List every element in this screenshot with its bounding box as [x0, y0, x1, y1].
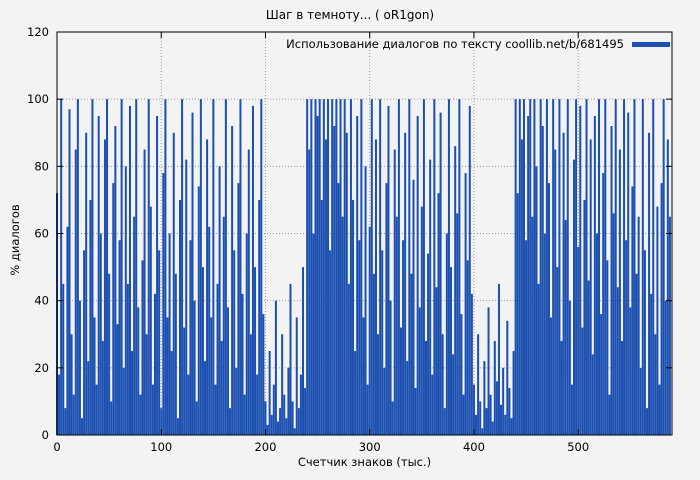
- chart-title: Шаг в темноту... ( oR1gon): [265, 8, 435, 22]
- x-tick-label: 0: [53, 440, 60, 454]
- legend-swatch: [632, 41, 670, 47]
- y-tick-label: 60: [34, 227, 49, 241]
- x-tick-label: 300: [359, 440, 381, 454]
- x-tick-label: 400: [463, 440, 485, 454]
- x-tick-label: 200: [254, 440, 276, 454]
- legend-label: Использование диалогов по тексту coollib…: [286, 37, 624, 51]
- y-tick-label: 120: [27, 25, 49, 39]
- x-tick-label: 500: [567, 440, 589, 454]
- y-tick-label: 100: [27, 92, 49, 106]
- x-axis-label: Счетчик знаков (тыс.): [297, 455, 432, 469]
- y-tick-label: 0: [42, 428, 49, 442]
- legend: Использование диалогов по тексту coollib…: [286, 37, 670, 51]
- y-tick-label: 80: [34, 159, 49, 173]
- y-tick-label: 40: [34, 294, 49, 308]
- y-axis-label: % диалогов: [8, 204, 22, 276]
- y-tick-label: 20: [34, 361, 49, 375]
- x-tick-label: 100: [150, 440, 172, 454]
